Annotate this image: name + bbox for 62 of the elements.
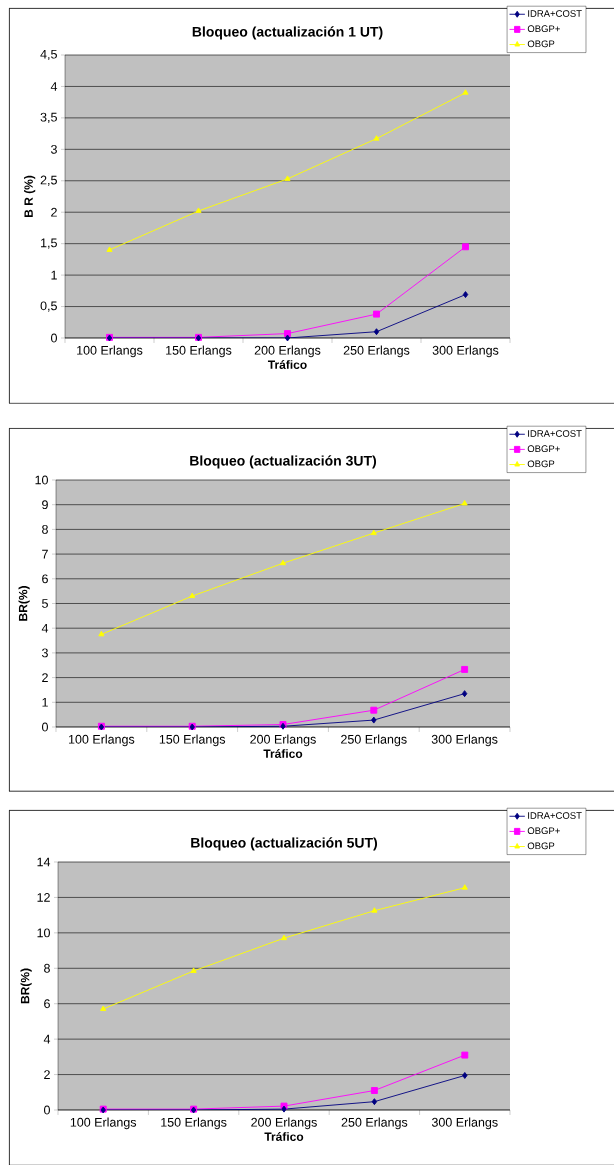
- y-tick-label: 1,5: [41, 238, 57, 249]
- y-tick-label: 2: [44, 1070, 50, 1079]
- legend-label: OBGP: [527, 460, 555, 468]
- chart-title: Bloqueo (actualización 1 UT): [192, 26, 383, 40]
- y-tick-label: 4: [43, 1034, 51, 1044]
- legend-label: OBGP+: [527, 25, 560, 33]
- y-axis-title: BR(%): [20, 968, 32, 1004]
- x-tick-label: 100 Erlangs: [77, 345, 143, 358]
- x-axis-title: Tráfico: [267, 360, 307, 369]
- x-tick-label: 200 Erlangs: [250, 734, 316, 747]
- x-tick-label: 250 Erlangs: [341, 734, 407, 747]
- x-axis-title: Tráfico: [264, 1132, 304, 1141]
- x-tick-label: 100 Erlangs: [69, 734, 135, 747]
- legend-label: IDRA+COST: [528, 10, 582, 17]
- y-tick-label: 0: [44, 1105, 50, 1115]
- chart-title: Bloqueo (actualización 5UT): [191, 837, 378, 851]
- x-axis-title: Tráfico: [263, 749, 303, 758]
- y-tick-label: 4: [50, 82, 58, 91]
- x-tick-label: 200 Erlangs: [254, 345, 321, 358]
- y-tick-label: 4: [41, 623, 49, 633]
- y-tick-label: 2,5: [40, 175, 57, 186]
- x-tick-label: 300 Erlangs: [431, 734, 498, 747]
- x-tick-label: 100 Erlangs: [70, 1117, 137, 1130]
- y-tick-label: 4,5: [40, 49, 57, 61]
- y-axis-title: B R (%): [24, 175, 36, 218]
- y-tick-label: 12: [37, 893, 50, 902]
- x-tick-label: 150 Erlangs: [161, 1117, 227, 1130]
- y-tick-label: 0: [51, 333, 57, 343]
- y-tick-label: 2: [42, 673, 48, 682]
- legend-label: IDRA+COST: [528, 812, 582, 819]
- y-tick-label: 1: [42, 698, 48, 707]
- y-tick-label: 0,5: [40, 301, 57, 312]
- y-tick-label: 3: [41, 648, 48, 658]
- x-tick-label: 300 Erlangs: [431, 1117, 498, 1130]
- y-tick-label: 5: [42, 599, 48, 608]
- x-tick-label: 250 Erlangs: [343, 345, 410, 358]
- y-tick-label: 1: [51, 270, 57, 280]
- x-tick-label: 150 Erlangs: [159, 734, 226, 747]
- y-tick-label: 6: [44, 999, 50, 1009]
- x-tick-label: 150 Erlangs: [166, 345, 232, 358]
- y-tick-label: 6: [42, 574, 48, 584]
- y-tick-label: 2: [51, 207, 57, 217]
- x-tick-label: 200 Erlangs: [251, 1117, 317, 1130]
- y-axis-title: BR(%): [18, 586, 30, 621]
- y-tick-label: 3,5: [40, 112, 57, 124]
- y-tick-label: 7: [42, 549, 48, 559]
- y-tick-label: 9: [42, 500, 48, 510]
- y-tick-label: 0: [42, 722, 48, 732]
- legend-label: OBGP: [527, 842, 555, 850]
- x-tick-label: 300 Erlangs: [432, 345, 499, 358]
- y-tick-label: 8: [44, 963, 50, 973]
- legend-label: IDRA+COST: [528, 430, 582, 437]
- y-tick-label: 14: [37, 857, 51, 867]
- legend-label: OBGP+: [527, 445, 560, 453]
- y-tick-label: 10: [37, 928, 50, 938]
- legend-label: OBGP: [527, 40, 555, 48]
- chart-title: Bloqueo (actualización 3UT): [190, 455, 377, 469]
- y-tick-label: 10: [35, 475, 48, 485]
- legend-label: OBGP+: [527, 827, 560, 835]
- y-tick-label: 3: [50, 144, 57, 154]
- x-tick-label: 250 Erlangs: [341, 1117, 408, 1130]
- y-tick-label: 8: [42, 524, 48, 534]
